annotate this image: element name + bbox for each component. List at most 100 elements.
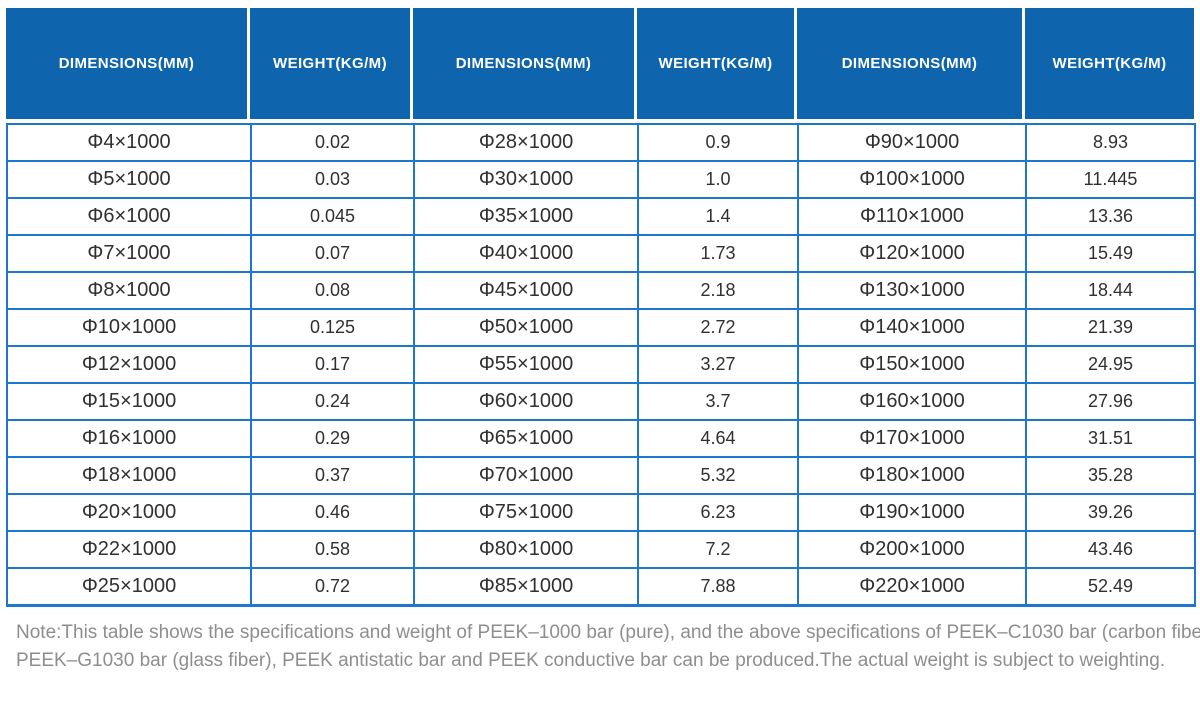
dimension-cell: Φ170×1000 — [797, 419, 1027, 458]
weight-cell: 0.24 — [250, 382, 415, 421]
dimension-cell: Φ110×1000 — [797, 197, 1027, 236]
weight-cell: 31.51 — [1025, 419, 1196, 458]
weight-cell: 18.44 — [1025, 271, 1196, 310]
table-row: Φ5×1000 0.03 Φ30×1000 1.0 Φ100×1000 11.445 — [6, 160, 1196, 199]
dimension-cell: Φ8×1000 — [6, 271, 252, 310]
dimension-cell: Φ28×1000 — [413, 123, 639, 162]
weight-cell: 35.28 — [1025, 456, 1196, 495]
table-row: Φ22×1000 0.58 Φ80×1000 7.2 Φ200×1000 43.46 — [6, 530, 1196, 569]
weight-cell: 43.46 — [1025, 530, 1196, 569]
dimension-cell: Φ30×1000 — [413, 160, 639, 199]
weight-cell: 24.95 — [1025, 345, 1196, 384]
dimension-cell: Φ130×1000 — [797, 271, 1027, 310]
dimension-cell: Φ10×1000 — [6, 308, 252, 347]
dimension-cell: Φ200×1000 — [797, 530, 1027, 569]
header-cell-dimensions-2: DIMENSIONS(MM) — [413, 8, 637, 119]
table-row: Φ6×1000 0.045 Φ35×1000 1.4 Φ110×1000 13.36 — [6, 197, 1196, 236]
weight-cell: 11.445 — [1025, 160, 1196, 199]
table-row: Φ25×1000 0.72 Φ85×1000 7.88 Φ220×1000 52.49 — [6, 567, 1196, 607]
weight-cell: 2.18 — [637, 271, 799, 310]
header-cell-weight-2: WEIGHT(KG/M) — [637, 8, 797, 119]
weight-cell: 0.045 — [250, 197, 415, 236]
weight-cell: 0.02 — [250, 123, 415, 162]
weight-cell: 7.88 — [637, 567, 799, 607]
weight-cell: 0.03 — [250, 160, 415, 199]
table-row: Φ18×1000 0.37 Φ70×1000 5.32 Φ180×1000 35.28 — [6, 456, 1196, 495]
dimension-cell: Φ35×1000 — [413, 197, 639, 236]
weight-cell: 6.23 — [637, 493, 799, 532]
dimension-cell: Φ22×1000 — [6, 530, 252, 569]
footnote: Note:This table shows the specifications… — [6, 619, 1200, 675]
weight-cell: 0.58 — [250, 530, 415, 569]
weight-cell: 0.08 — [250, 271, 415, 310]
footnote-line-1: Note:This table shows the specifications… — [16, 621, 1200, 643]
spec-table-body: Φ4×1000 0.02 Φ28×1000 0.9 Φ90×1000 8.93 Φ5×100… — [6, 123, 1196, 607]
dimension-cell: Φ20×1000 — [6, 493, 252, 532]
dimension-cell: Φ25×1000 — [6, 567, 252, 607]
dimension-cell: Φ16×1000 — [6, 419, 252, 458]
weight-cell: 1.73 — [637, 234, 799, 273]
dimension-cell: Φ85×1000 — [413, 567, 639, 607]
dimension-cell: Φ6×1000 — [6, 197, 252, 236]
table-row: Φ16×1000 0.29 Φ65×1000 4.64 Φ170×1000 31.51 — [6, 419, 1196, 458]
table-row: Φ12×1000 0.17 Φ55×1000 3.27 Φ150×1000 24.95 — [6, 345, 1196, 384]
spec-table-header: DIMENSIONS(MM) WEIGHT(KG/M) DIMENSIONS(M… — [6, 8, 1194, 119]
dimension-cell: Φ220×1000 — [797, 567, 1027, 607]
weight-cell: 0.9 — [637, 123, 799, 162]
dimension-cell: Φ90×1000 — [797, 123, 1027, 162]
dimension-cell: Φ7×1000 — [6, 234, 252, 273]
spec-sheet: DIMENSIONS(MM) WEIGHT(KG/M) DIMENSIONS(M… — [6, 8, 1200, 675]
weight-cell: 3.7 — [637, 382, 799, 421]
dimension-cell: Φ18×1000 — [6, 456, 252, 495]
weight-cell: 4.64 — [637, 419, 799, 458]
weight-cell: 0.46 — [250, 493, 415, 532]
table-row: Φ7×1000 0.07 Φ40×1000 1.73 Φ120×1000 15.49 — [6, 234, 1196, 273]
dimension-cell: Φ120×1000 — [797, 234, 1027, 273]
header-cell-dimensions-1: DIMENSIONS(MM) — [6, 8, 250, 119]
dimension-cell: Φ45×1000 — [413, 271, 639, 310]
header-cell-dimensions-3: DIMENSIONS(MM) — [797, 8, 1025, 119]
weight-cell: 1.4 — [637, 197, 799, 236]
weight-cell: 13.36 — [1025, 197, 1196, 236]
weight-cell: 2.72 — [637, 308, 799, 347]
dimension-cell: Φ70×1000 — [413, 456, 639, 495]
weight-cell: 0.29 — [250, 419, 415, 458]
weight-cell: 0.37 — [250, 456, 415, 495]
spec-table: Φ4×1000 0.02 Φ28×1000 0.9 Φ90×1000 8.93 Φ5×100… — [6, 123, 1196, 607]
dimension-cell: Φ140×1000 — [797, 308, 1027, 347]
dimension-cell: Φ60×1000 — [413, 382, 639, 421]
dimension-cell: Φ100×1000 — [797, 160, 1027, 199]
dimension-cell: Φ15×1000 — [6, 382, 252, 421]
dimension-cell: Φ5×1000 — [6, 160, 252, 199]
weight-cell: 52.49 — [1025, 567, 1196, 607]
dimension-cell: Φ50×1000 — [413, 308, 639, 347]
dimension-cell: Φ80×1000 — [413, 530, 639, 569]
dimension-cell: Φ75×1000 — [413, 493, 639, 532]
table-row: Φ10×1000 0.125 Φ50×1000 2.72 Φ140×1000 21.39 — [6, 308, 1196, 347]
footnote-line-2: PEEK–G1030 bar (glass fiber), PEEK antis… — [16, 649, 1166, 671]
table-row: Φ4×1000 0.02 Φ28×1000 0.9 Φ90×1000 8.93 — [6, 123, 1196, 162]
dimension-cell: Φ65×1000 — [413, 419, 639, 458]
weight-cell: 27.96 — [1025, 382, 1196, 421]
weight-cell: 1.0 — [637, 160, 799, 199]
weight-cell: 8.93 — [1025, 123, 1196, 162]
table-row: Φ20×1000 0.46 Φ75×1000 6.23 Φ190×1000 39.26 — [6, 493, 1196, 532]
weight-cell: 0.17 — [250, 345, 415, 384]
table-row: Φ15×1000 0.24 Φ60×1000 3.7 Φ160×1000 27.96 — [6, 382, 1196, 421]
weight-cell: 0.125 — [250, 308, 415, 347]
weight-cell: 5.32 — [637, 456, 799, 495]
dimension-cell: Φ40×1000 — [413, 234, 639, 273]
header-cell-weight-1: WEIGHT(KG/M) — [250, 8, 413, 119]
weight-cell: 39.26 — [1025, 493, 1196, 532]
weight-cell: 15.49 — [1025, 234, 1196, 273]
dimension-cell: Φ160×1000 — [797, 382, 1027, 421]
weight-cell: 0.07 — [250, 234, 415, 273]
table-row: Φ8×1000 0.08 Φ45×1000 2.18 Φ130×1000 18.44 — [6, 271, 1196, 310]
dimension-cell: Φ190×1000 — [797, 493, 1027, 532]
weight-cell: 3.27 — [637, 345, 799, 384]
weight-cell: 21.39 — [1025, 308, 1196, 347]
dimension-cell: Φ150×1000 — [797, 345, 1027, 384]
dimension-cell: Φ12×1000 — [6, 345, 252, 384]
weight-cell: 7.2 — [637, 530, 799, 569]
